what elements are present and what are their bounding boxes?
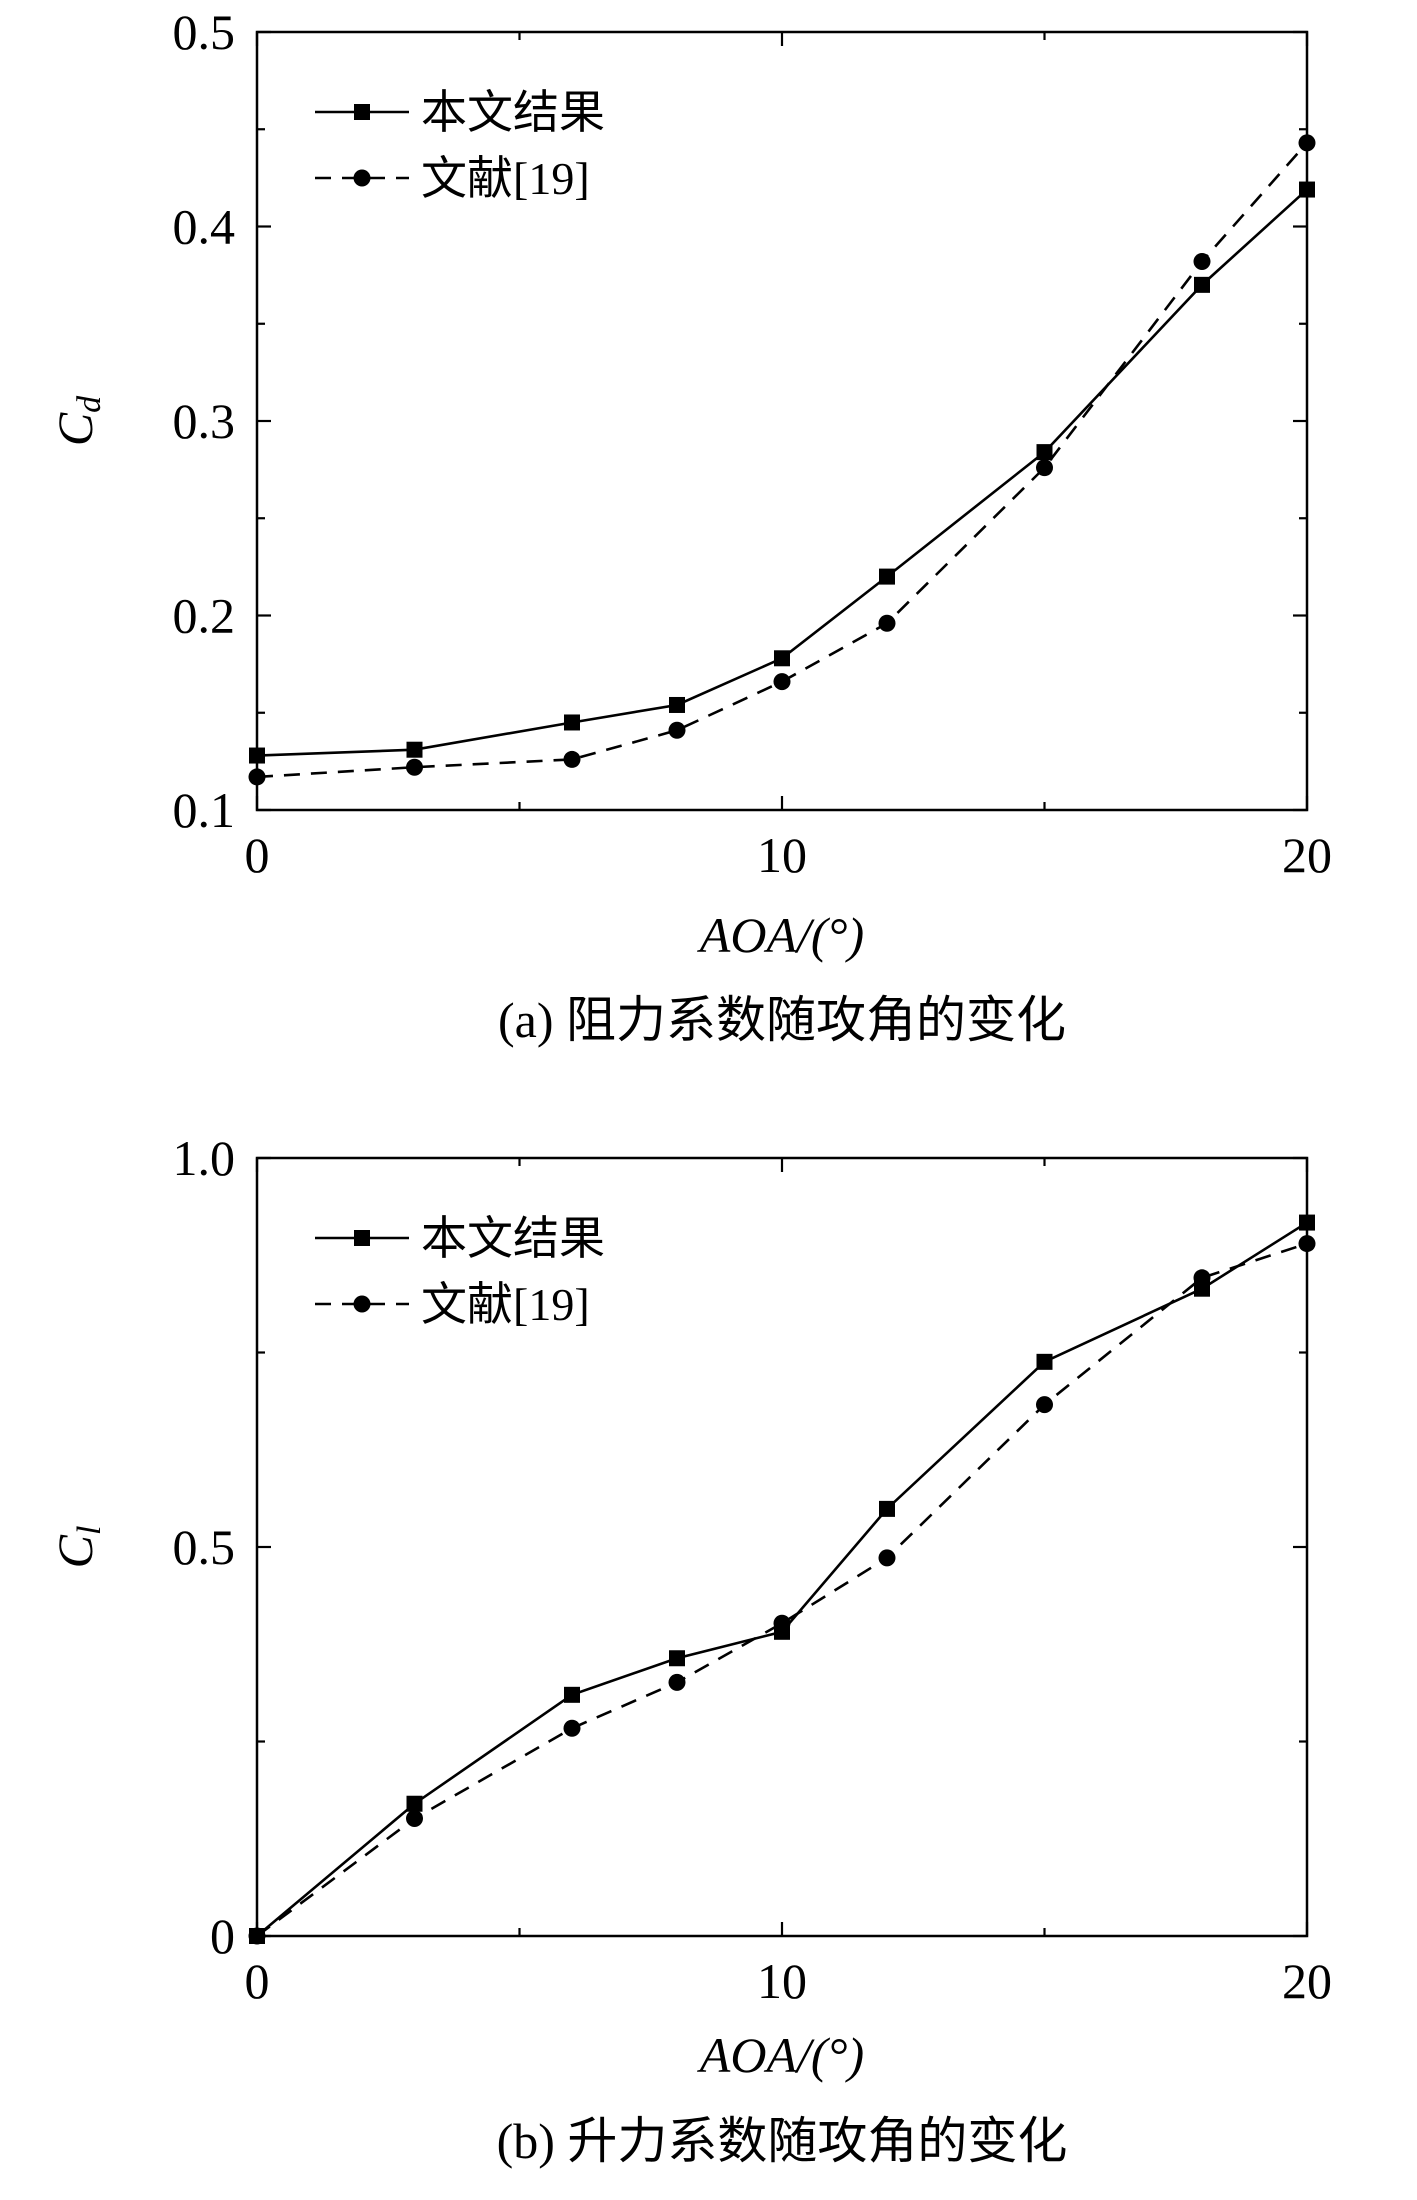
y-tick-label: 0.2 (173, 588, 236, 644)
data-point-circle (248, 1927, 266, 1945)
y-axis-title-sub: d (71, 395, 108, 413)
y-tick-label: 0.5 (173, 1519, 236, 1575)
legend-marker-circle (353, 169, 371, 187)
legend-marker-square (354, 104, 370, 120)
y-tick-label: 1.0 (173, 1130, 236, 1186)
legend-label: 本文结果 (421, 87, 605, 138)
y-tick-label: 0 (210, 1908, 235, 1964)
data-point-circle (1036, 459, 1053, 477)
y-axis-title: Cd (47, 395, 108, 446)
x-tick-label: 20 (1282, 1953, 1332, 2009)
axis-ticks (255, 30, 1309, 812)
data-point-circle (1298, 134, 1316, 152)
data-point-circle (1298, 1235, 1316, 1253)
data-point-circle (406, 1810, 423, 1828)
x-tick-label: 10 (757, 827, 807, 883)
data-point-circle (1036, 1396, 1053, 1414)
y-tick-label: 0.3 (173, 393, 236, 449)
x-axis-title: AOA/(°) (697, 907, 864, 963)
y-tick-label: 0.1 (173, 782, 236, 838)
data-point-circle (878, 614, 896, 632)
data-point-circle (878, 1549, 896, 1567)
data-point-square (879, 1500, 895, 1517)
legend-marker-circle (353, 1295, 371, 1313)
legend-label: 本文结果 (421, 1213, 605, 1264)
tick-labels: 0 10 20 0.1 0.2 0.3 0.4 0.5 (173, 4, 1333, 883)
y-axis-title: Cl (47, 1526, 108, 1569)
data-point-circle (248, 768, 266, 786)
series-markers (248, 134, 1316, 786)
x-axis-title: AOA/(°) (697, 2027, 864, 2083)
data-point-square (1299, 181, 1315, 198)
caption: (b) 升力系数随攻角的变化 (497, 2113, 1068, 2169)
data-point-circle (563, 1719, 581, 1737)
caption: (a) 阻力系数随攻角的变化 (498, 992, 1066, 1048)
plot-frame (255, 30, 1309, 812)
data-point-circle (563, 750, 581, 768)
data-point-square (249, 747, 265, 764)
x-tick-label: 0 (245, 827, 270, 883)
x-tick-label: 10 (757, 1953, 807, 2009)
axis-ticks (255, 1156, 1309, 1938)
data-point-circle (668, 721, 686, 739)
data-point-square (1299, 1214, 1315, 1231)
series-line-solid (256, 188, 1308, 757)
data-point-square (406, 741, 423, 758)
y-tick-label: 0.5 (173, 4, 236, 60)
legend-label: 文献[19] (421, 153, 590, 204)
x-tick-label: 20 (1282, 827, 1332, 883)
data-point-square (1194, 276, 1210, 293)
data-point-square (669, 696, 685, 713)
data-point-circle (773, 1614, 791, 1632)
y-axis-title-main: C (47, 412, 103, 446)
data-point-circle (668, 1673, 686, 1691)
data-point-square (774, 650, 790, 667)
y-tick-label: 0.4 (173, 199, 236, 255)
series-line-solid (256, 1221, 1308, 1937)
data-point-square (564, 1686, 580, 1703)
series-line-dashed (256, 1242, 1308, 1938)
y-axis-title-sub: l (71, 1526, 108, 1535)
data-point-square (1036, 444, 1053, 461)
data-point-square (879, 568, 895, 585)
tick-labels: 0 10 20 0 0.5 1.0 (173, 1130, 1333, 2009)
data-point-circle (1193, 253, 1211, 271)
y-axis-title-main: C (47, 1534, 103, 1568)
legend-label: 文献[19] (421, 1279, 590, 1330)
data-point-circle (406, 758, 423, 776)
legend-marker-square (354, 1230, 370, 1246)
series-markers (248, 1214, 1316, 1945)
data-point-circle (773, 673, 791, 691)
data-point-square (564, 714, 580, 731)
series-lines (256, 1221, 1308, 1938)
data-point-circle (1193, 1269, 1211, 1287)
data-point-square (1036, 1353, 1053, 1370)
data-point-square (669, 1650, 685, 1667)
x-tick-label: 0 (245, 1953, 270, 2009)
data-point-square (406, 1795, 423, 1812)
